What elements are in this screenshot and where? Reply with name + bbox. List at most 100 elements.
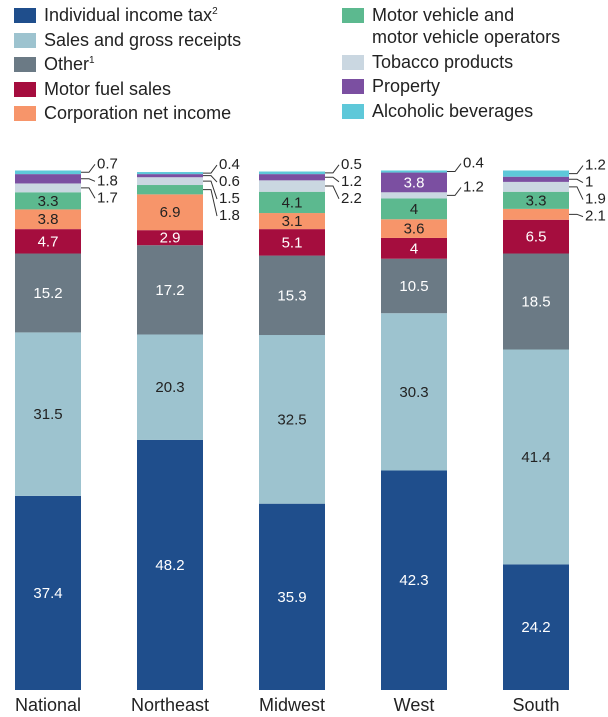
bar-segment (15, 229, 81, 254)
legend-text: Individual income tax (44, 5, 213, 25)
x-tick-label: National (15, 695, 81, 715)
bar-segment (137, 194, 203, 231)
value-label: 2.9 (160, 230, 181, 247)
value-label: 1.2 (463, 178, 484, 195)
value-label: 0.5 (341, 156, 362, 173)
value-label: 3.3 (526, 192, 547, 209)
value-label: 15.2 (33, 285, 62, 302)
legend-text: Other (44, 54, 90, 74)
bar-segment (259, 335, 325, 504)
bar-segment (503, 208, 569, 220)
leader-line (569, 178, 584, 184)
leader-line (81, 187, 96, 199)
value-label: 24.2 (521, 619, 550, 636)
legend-label: Property (372, 75, 562, 97)
bar-segment (137, 177, 203, 186)
legend-label: Motor vehicle and motor vehicle operator… (372, 4, 562, 48)
bar-segment (137, 439, 203, 690)
leader-line (203, 189, 218, 217)
value-label: 2.1 (585, 208, 606, 225)
leader-line (81, 163, 96, 173)
legend-item: Motor fuel sales (14, 78, 244, 100)
bar-segment (503, 170, 569, 177)
legend-swatch (14, 8, 36, 23)
value-label: 3.8 (404, 174, 425, 191)
bar-segment (259, 255, 325, 336)
legend-text: Motor vehicle and motor vehicle operator… (372, 5, 561, 47)
value-label: 1 (585, 174, 593, 191)
value-label: 3.3 (38, 193, 59, 210)
x-tick-label: South (512, 695, 559, 715)
footnote-mark: 2 (212, 6, 218, 17)
legend-swatch (14, 82, 36, 97)
bar-segment (137, 334, 203, 440)
bar-segment (381, 313, 447, 471)
bar-segment (381, 170, 447, 173)
bar-segment (503, 349, 569, 565)
value-label: 6.5 (526, 229, 547, 246)
bar-segment (137, 185, 203, 195)
value-label: 0.4 (463, 154, 484, 171)
legend-item: Motor vehicle and motor vehicle operator… (342, 4, 562, 48)
leader-line (81, 178, 96, 182)
legend-text: Alcoholic beverages (372, 101, 534, 121)
value-label: 42.3 (399, 572, 428, 589)
value-label: 6.9 (160, 204, 181, 221)
bar-segment (259, 174, 325, 181)
legend-label: Tobacco products (372, 51, 562, 73)
legend-swatch (14, 33, 36, 48)
value-label: 4.7 (38, 233, 59, 250)
value-label: 35.9 (277, 589, 306, 606)
leader-line (325, 176, 340, 183)
value-label: 3.6 (404, 221, 425, 238)
bar-segment (503, 219, 569, 254)
value-label: 0.7 (97, 155, 118, 172)
legend-text: Corporation net income (44, 103, 232, 123)
bar-segment (15, 253, 81, 333)
value-label: 18.5 (521, 293, 550, 310)
bar-segment (503, 564, 569, 690)
x-tick-label: West (394, 695, 435, 715)
bar-segment (137, 172, 203, 175)
leader-line (203, 180, 218, 200)
value-label: 1.8 (97, 172, 118, 189)
x-tick-label: Northeast (131, 695, 209, 715)
bar-segment (381, 258, 447, 314)
legend-item: Corporation net income (14, 102, 244, 124)
value-label: 1.7 (97, 189, 118, 206)
legend-label: Motor fuel sales (44, 78, 244, 100)
value-label: 48.2 (155, 557, 184, 574)
legend-item: Other1 (14, 53, 244, 75)
value-label: 4 (410, 201, 418, 218)
value-label: 1.8 (219, 207, 240, 224)
value-label: 1.2 (341, 173, 362, 190)
value-label: 2.2 (341, 190, 362, 207)
leader-line (569, 165, 584, 175)
value-label: 1.5 (219, 190, 240, 207)
bar-segment (503, 191, 569, 209)
leader-line (447, 187, 462, 196)
value-label: 15.3 (277, 287, 306, 304)
bar-segment (259, 180, 325, 192)
value-label: 0.6 (219, 173, 240, 190)
bar-segment (381, 172, 447, 193)
legend-text: Sales and gross receipts (44, 30, 242, 50)
value-label: 31.5 (33, 406, 62, 423)
leader-line (569, 213, 584, 218)
bar-segment (137, 245, 203, 335)
bar-segment (503, 253, 569, 350)
value-label: 5.1 (282, 234, 303, 251)
legend-item: Tobacco products (342, 51, 562, 73)
value-label: 0.4 (219, 156, 240, 173)
legend-label: Individual income tax2 (44, 4, 244, 26)
legend-swatch (342, 8, 364, 23)
legend-label: Alcoholic beverages (372, 100, 562, 122)
legend-item: Alcoholic beverages (342, 100, 562, 122)
legend-text: Motor fuel sales (44, 79, 172, 99)
value-label: 3.1 (282, 213, 303, 230)
bar-segment (381, 192, 447, 199)
bar-segment (15, 174, 81, 184)
value-label: 4.1 (282, 194, 303, 211)
